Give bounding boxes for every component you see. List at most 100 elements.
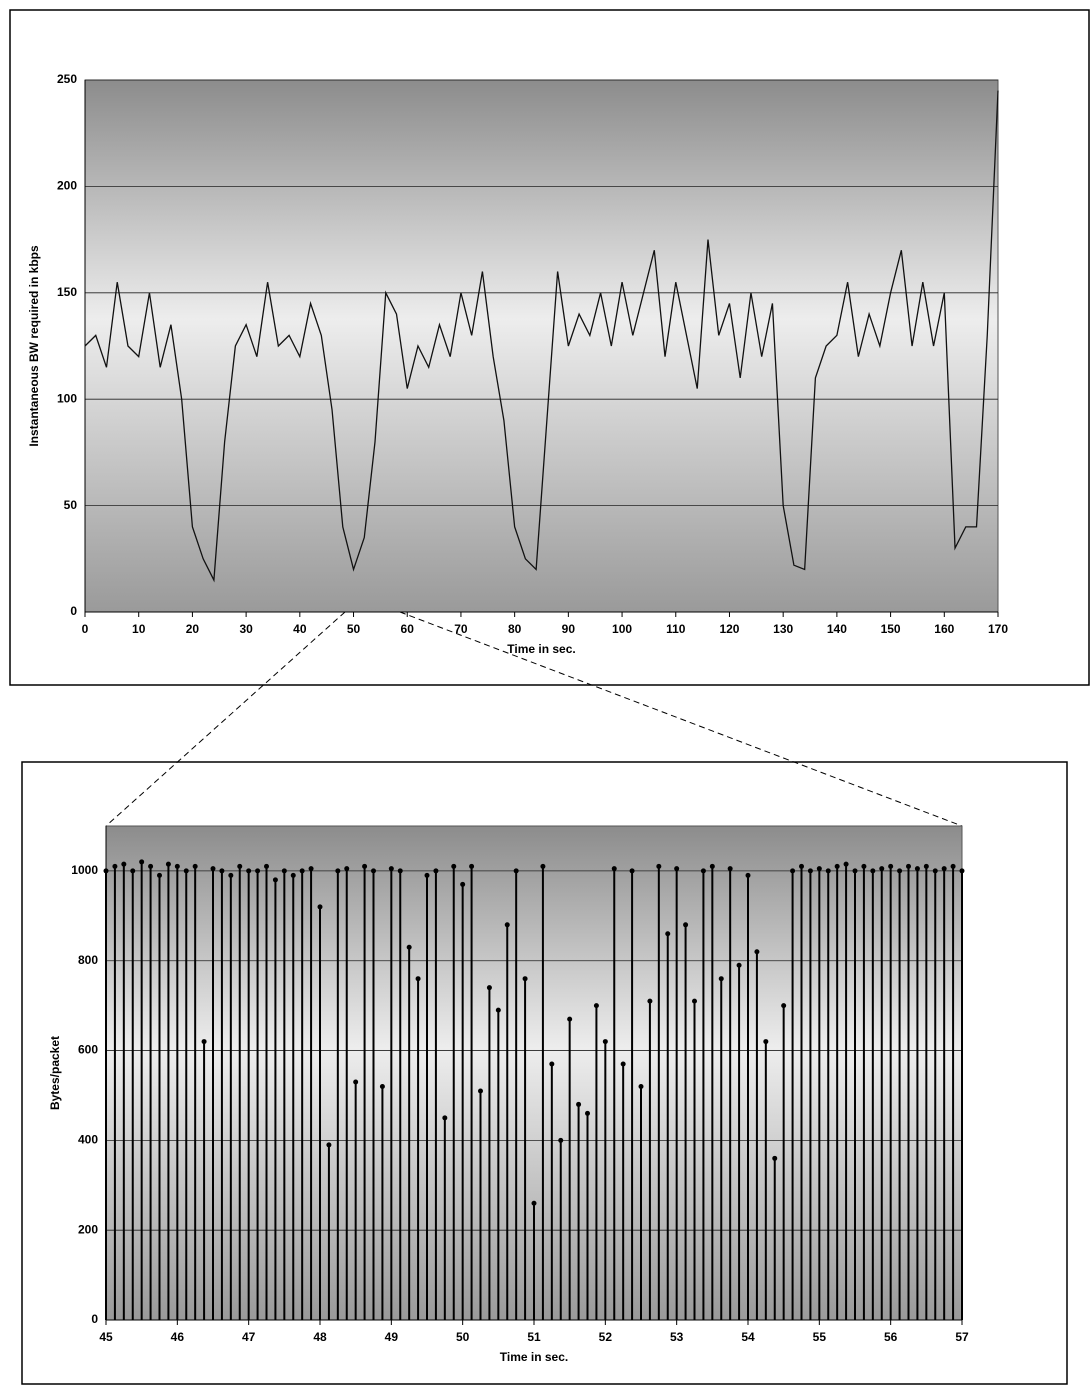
- x-tick-label: 45: [99, 1330, 113, 1344]
- y-tick-label: 200: [78, 1222, 98, 1236]
- stem-marker: [647, 998, 653, 1004]
- stem-marker: [700, 868, 706, 874]
- stem-marker: [148, 863, 154, 869]
- stem-marker: [807, 868, 813, 874]
- stem-marker: [112, 863, 118, 869]
- stem-marker: [139, 859, 145, 865]
- plot-area: [84, 79, 999, 613]
- stem-marker: [629, 868, 635, 874]
- x-tick-label: 30: [239, 622, 253, 636]
- stem-marker: [611, 866, 617, 872]
- frame-bottom: [21, 761, 1068, 1385]
- y-tick-label: 0: [91, 1312, 98, 1326]
- x-axis-label: Time in sec.: [507, 642, 575, 656]
- stem-marker: [593, 1003, 599, 1009]
- stem-marker: [852, 868, 858, 874]
- x-tick-label: 170: [988, 622, 1008, 636]
- stem-marker: [620, 1061, 626, 1067]
- x-tick-label: 60: [401, 622, 415, 636]
- stem-marker: [362, 863, 368, 869]
- y-tick-label: 600: [78, 1043, 98, 1057]
- stem-marker: [272, 877, 278, 883]
- x-tick-label: 130: [773, 622, 793, 636]
- stem-marker: [923, 863, 929, 869]
- stem-marker: [950, 863, 956, 869]
- stem-marker: [879, 866, 885, 872]
- stem-marker: [932, 868, 938, 874]
- stem-marker: [246, 868, 252, 874]
- stem-marker: [433, 868, 439, 874]
- y-tick-label: 1000: [71, 863, 98, 877]
- y-tick-label: 800: [78, 953, 98, 967]
- data-line: [84, 90, 999, 583]
- stem-marker: [486, 985, 492, 991]
- frame-top: [9, 9, 1090, 686]
- stem-marker: [888, 863, 894, 869]
- stem-marker: [718, 976, 724, 982]
- x-tick-label: 110: [666, 622, 686, 636]
- stem-marker: [781, 1003, 787, 1009]
- x-tick-label: 57: [955, 1330, 969, 1344]
- x-tick-label: 120: [719, 622, 739, 636]
- stem-marker: [495, 1007, 501, 1013]
- stem-marker: [255, 868, 261, 874]
- stem-marker: [567, 1016, 573, 1022]
- stem-marker: [397, 868, 403, 874]
- stem-marker: [210, 866, 216, 872]
- stem-marker: [834, 863, 840, 869]
- x-tick-label: 20: [186, 622, 200, 636]
- stem-marker: [709, 863, 715, 869]
- x-tick-label: 47: [242, 1330, 256, 1344]
- stem-marker: [861, 863, 867, 869]
- stem-marker: [941, 866, 947, 872]
- x-tick-label: 140: [827, 622, 847, 636]
- x-tick-label: 90: [562, 622, 576, 636]
- y-tick-label: 400: [78, 1133, 98, 1147]
- stem-marker: [638, 1083, 644, 1089]
- stem-marker: [406, 944, 412, 950]
- y-tick-label: 0: [70, 604, 77, 618]
- stem-marker: [165, 861, 171, 867]
- x-tick-label: 40: [293, 622, 307, 636]
- x-tick-label: 48: [313, 1330, 327, 1344]
- x-tick-label: 160: [934, 622, 954, 636]
- stem-marker: [692, 998, 697, 1004]
- stem-marker: [745, 872, 751, 878]
- x-tick-label: 46: [171, 1330, 185, 1344]
- stem-marker: [121, 861, 127, 867]
- stem-marker: [576, 1101, 582, 1107]
- x-tick-label: 52: [599, 1330, 613, 1344]
- stem-marker: [379, 1083, 385, 1089]
- stem-marker: [424, 872, 430, 878]
- stem-marker: [585, 1110, 590, 1116]
- x-tick-label: 150: [881, 622, 901, 636]
- stem-marker: [469, 863, 475, 869]
- stem-marker: [130, 868, 136, 874]
- stem-marker: [531, 1200, 537, 1206]
- x-tick-label: 80: [508, 622, 522, 636]
- stem-marker: [371, 868, 376, 874]
- stem-marker: [540, 863, 546, 869]
- stem-marker: [906, 863, 911, 869]
- stem-marker: [790, 868, 796, 874]
- x-tick-label: 50: [347, 622, 361, 636]
- stem-marker: [870, 868, 876, 874]
- stem-marker: [504, 922, 510, 928]
- stem-marker: [299, 868, 305, 874]
- x-tick-label: 55: [813, 1330, 827, 1344]
- stem-marker: [754, 949, 760, 955]
- stem-marker: [228, 872, 234, 878]
- zoom-line: [105, 611, 346, 827]
- stem-marker: [478, 1088, 483, 1094]
- x-tick-label: 50: [456, 1330, 470, 1344]
- x-tick-label: 10: [132, 622, 146, 636]
- x-tick-label: 53: [670, 1330, 684, 1344]
- stem-marker: [344, 866, 350, 872]
- stem-marker: [772, 1155, 778, 1161]
- stem-marker: [656, 863, 662, 869]
- y-tick-label: 50: [64, 498, 78, 512]
- x-tick-label: 49: [385, 1330, 399, 1344]
- stem-marker: [192, 863, 198, 869]
- stem-marker: [308, 866, 314, 872]
- x-tick-label: 54: [741, 1330, 755, 1344]
